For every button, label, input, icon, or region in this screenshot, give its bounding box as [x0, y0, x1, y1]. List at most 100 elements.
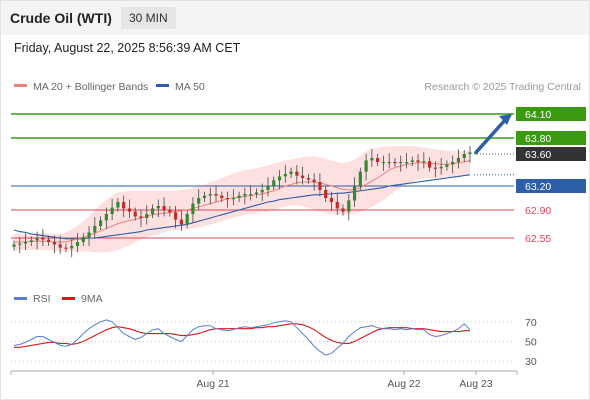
candle — [156, 199, 160, 218]
candle — [98, 216, 103, 230]
legend-swatch-rsi — [14, 297, 27, 300]
price-axis-labels: 64.10 63.80 63.60 63.20 62.90 62.55 — [516, 107, 586, 245]
candle — [387, 153, 391, 169]
candle — [18, 237, 22, 254]
legend-label-9ma: 9MA — [81, 293, 103, 305]
candle — [93, 217, 97, 239]
candle — [116, 198, 120, 212]
candle — [220, 191, 224, 202]
candle-body — [64, 247, 68, 249]
candle-body — [318, 182, 322, 190]
candle-body — [295, 171, 299, 176]
price-label-box-64.10 — [516, 107, 586, 121]
candle — [75, 233, 80, 253]
candle — [358, 167, 362, 190]
candle — [29, 236, 33, 246]
candle — [404, 153, 409, 169]
rsi-panel: 70 50 30 — [11, 317, 537, 368]
header-bar — [1, 1, 589, 35]
chart-datetime: Friday, August 22, 2025 8:56:39 AM CET — [14, 41, 241, 55]
candle — [237, 191, 241, 202]
candle-body — [283, 174, 287, 177]
candle — [179, 210, 183, 231]
candle — [329, 191, 334, 211]
candle-body — [306, 178, 310, 180]
candle — [249, 185, 253, 201]
price-label-62.90: 62.90 — [525, 205, 551, 217]
candle-body — [185, 214, 189, 225]
candle — [145, 205, 149, 225]
candle — [150, 204, 155, 218]
candle — [462, 150, 466, 162]
rsi-ma-line — [14, 323, 470, 348]
candle — [52, 235, 56, 254]
time-tick-label: Aug 22 — [387, 378, 420, 390]
candle — [243, 187, 247, 205]
candle-body — [191, 203, 195, 214]
candle — [41, 229, 45, 246]
candle — [87, 226, 91, 246]
candle-body — [81, 237, 85, 242]
candle — [139, 210, 143, 227]
candle — [370, 149, 374, 167]
candle-body — [445, 164, 449, 167]
candle-body — [75, 242, 80, 246]
candle — [64, 243, 68, 253]
candle — [445, 160, 449, 171]
candle-body — [428, 161, 432, 168]
candle-body — [387, 162, 391, 164]
legend-swatch-ma20 — [14, 84, 27, 87]
candle — [254, 188, 259, 198]
candle — [416, 154, 420, 171]
candle-body — [289, 171, 293, 174]
candle-body — [35, 238, 39, 241]
candle — [162, 197, 166, 217]
candle-body — [364, 160, 368, 172]
bollinger-band-area — [14, 146, 470, 253]
rsi-line — [13, 319, 471, 356]
price-label-63.80: 63.80 — [525, 133, 551, 145]
candle — [110, 198, 114, 221]
rsi-tick-70: 70 — [525, 317, 537, 329]
candle-body — [98, 220, 103, 226]
candle-body — [329, 198, 334, 202]
rsi-legend: RSI 9MA — [14, 293, 103, 305]
candle-body — [208, 194, 212, 196]
candle-body — [433, 167, 437, 169]
candle-body — [439, 166, 443, 169]
candle — [324, 186, 328, 202]
candle — [47, 235, 51, 246]
candle — [451, 155, 455, 174]
candle-body — [197, 198, 201, 204]
candle-body — [23, 242, 28, 244]
candle-body — [41, 238, 45, 240]
candle-body — [179, 219, 183, 225]
timeframe-button[interactable]: 30 MIN — [121, 7, 176, 29]
candle-body — [127, 208, 132, 212]
candle-body — [214, 194, 218, 196]
candle-body — [249, 194, 253, 196]
time-tick-label: Aug 23 — [459, 378, 492, 390]
candle — [81, 233, 85, 246]
candle — [208, 187, 212, 205]
candle — [456, 149, 461, 169]
candle-body — [104, 214, 108, 221]
candle — [428, 157, 432, 172]
candle-body — [352, 186, 357, 201]
legend-label-rsi: RSI — [33, 293, 51, 305]
candle — [381, 155, 386, 171]
main-legend: MA 20 + Bollinger Bands MA 50 Research ©… — [14, 81, 581, 93]
candle-body — [272, 180, 276, 186]
legend-swatch-9ma — [62, 297, 75, 300]
candle-body — [266, 186, 270, 190]
candle — [202, 191, 207, 202]
candle — [393, 158, 397, 167]
price-label-box-63.60 — [516, 147, 586, 161]
candle-body — [277, 176, 282, 181]
candle — [168, 206, 172, 217]
candle-body — [335, 202, 339, 209]
candle-body — [133, 211, 137, 217]
candle-body — [202, 195, 207, 198]
legend-label-ma50: MA 50 — [175, 81, 205, 93]
